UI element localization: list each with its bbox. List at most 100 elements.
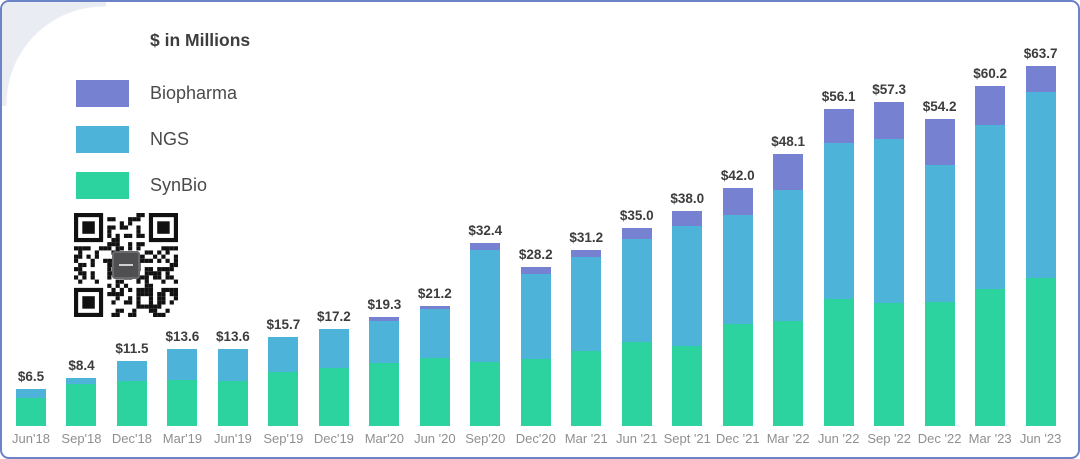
x-axis-label: Jun'18: [12, 431, 50, 446]
x-axis-label: Jun '20: [414, 431, 456, 446]
bar-value-label: $38.0: [670, 191, 705, 207]
bar-sep22: [874, 101, 905, 426]
x-axis-label: Dec'18: [111, 431, 152, 446]
bar-segment-biopharma: [520, 266, 551, 274]
bar-segment-ngs: [217, 349, 248, 381]
bar-dec19: [318, 328, 349, 426]
bar-segment-biopharma: [773, 153, 804, 191]
bar-value-label: $42.0: [720, 168, 755, 184]
qr-center-logo: [112, 251, 140, 279]
x-axis-label: Mar'20: [364, 431, 405, 446]
bar-dec18: [116, 360, 147, 426]
bar-value-label: $35.0: [619, 208, 654, 224]
x-axis-label: Jun '22: [817, 431, 860, 446]
bar-jun22: [823, 108, 854, 426]
x-axis-label: Dec '21: [715, 431, 760, 446]
bar-segment-ngs: [318, 328, 349, 369]
bar-mar19: [167, 349, 198, 426]
bar-segment-ngs: [66, 378, 97, 384]
bar-jun21: [621, 228, 652, 426]
bar-segment-synbio: [116, 380, 147, 426]
bar-segment-ngs: [369, 320, 400, 363]
qr-code-icon: [74, 213, 178, 317]
bar-value-label: $60.2: [973, 65, 1007, 81]
bar-segment-synbio: [520, 358, 551, 426]
bar-value-label: $48.1: [771, 133, 806, 149]
bar-dec22: [924, 119, 955, 426]
bar-segment-ngs: [1025, 91, 1056, 279]
bar-segment-biopharma: [470, 242, 501, 250]
bar-value-label: $6.5: [17, 369, 45, 385]
x-axis-label: Jun '21: [615, 431, 658, 446]
bar-segment-synbio: [571, 350, 602, 426]
x-axis-label: Mar'19: [162, 431, 203, 446]
bar-segment-ngs: [167, 349, 198, 381]
x-axis-label: Sept '21: [663, 431, 711, 446]
bar-segment-ngs: [419, 308, 450, 359]
bar-segment-synbio: [318, 368, 349, 426]
bar-value-label: $28.2: [518, 246, 553, 262]
bar-sept21: [672, 211, 703, 426]
x-axis-label: Dec '22: [917, 431, 962, 446]
x-axis-label: Mar '22: [766, 431, 810, 446]
bar-value-label: $56.1: [821, 88, 856, 104]
bar-value-label: $8.4: [68, 358, 95, 374]
bar-segment-ngs: [116, 360, 147, 381]
bar-segment-ngs: [621, 238, 652, 343]
bar-segment-biopharma: [621, 228, 652, 239]
bar-jun20: [419, 306, 450, 426]
chart-title: $ in Millions: [150, 30, 251, 50]
x-axis-label: Sep'19: [263, 431, 304, 446]
bar-value-label: $57.3: [872, 81, 907, 97]
x-axis-label: Dec'19: [313, 431, 354, 446]
bar-segment-biopharma: [874, 101, 905, 139]
bar-segment-ngs: [874, 138, 905, 303]
x-axis-label: Mar '23: [968, 431, 1012, 446]
bar-segment-synbio: [217, 380, 248, 426]
bar-value-label: $31.2: [569, 229, 604, 245]
bar-segment-synbio: [470, 362, 501, 426]
x-axis-label: Sep'20: [465, 431, 506, 446]
bar-jun23: [1025, 65, 1056, 426]
bar-jun18: [16, 389, 46, 426]
bar-segment-synbio: [722, 324, 753, 426]
bar-segment-biopharma: [975, 85, 1006, 126]
bar-value-label: $19.3: [367, 296, 402, 312]
bar-segment-ngs: [16, 389, 46, 398]
bar-segment-ngs: [722, 215, 753, 325]
bar-segment-ngs: [520, 273, 551, 359]
bar-segment-synbio: [419, 358, 450, 426]
bar-segment-biopharma: [369, 316, 400, 321]
bar-segment-synbio: [672, 345, 703, 426]
x-axis-label: Mar '21: [564, 431, 608, 446]
bar-segment-synbio: [167, 380, 198, 426]
bar-segment-ngs: [924, 165, 955, 302]
bar-segment-synbio: [874, 302, 905, 426]
bar-segment-synbio: [773, 320, 804, 426]
bar-value-label: $32.4: [468, 222, 503, 238]
legend-swatch-biopharma: [76, 80, 129, 107]
bar-segment-synbio: [823, 299, 854, 426]
bar-segment-ngs: [975, 125, 1006, 289]
bar-segment-ngs: [823, 142, 854, 300]
bar-segment-synbio: [975, 288, 1006, 426]
bar-segment-synbio: [268, 371, 299, 426]
bar-segment-biopharma: [419, 306, 450, 309]
bar-value-label: $11.5: [115, 340, 149, 356]
bar-segment-biopharma: [1025, 65, 1056, 92]
bar-segment-synbio: [16, 397, 46, 426]
bar-value-label: $17.2: [316, 308, 351, 324]
bar-value-label: $13.6: [165, 329, 200, 345]
bar-segment-synbio: [66, 383, 97, 426]
bar-segment-ngs: [571, 257, 602, 351]
legend-label: SynBio: [150, 175, 208, 195]
bar-segment-biopharma: [823, 108, 854, 143]
bar-sep19: [268, 337, 299, 426]
bar-segment-biopharma: [722, 188, 753, 216]
bar-segment-ngs: [672, 225, 703, 346]
bar-segment-synbio: [621, 342, 652, 426]
bar-mar23: [975, 85, 1006, 426]
legend-swatch-ngs: [76, 126, 129, 153]
bar-segment-synbio: [1025, 278, 1056, 426]
